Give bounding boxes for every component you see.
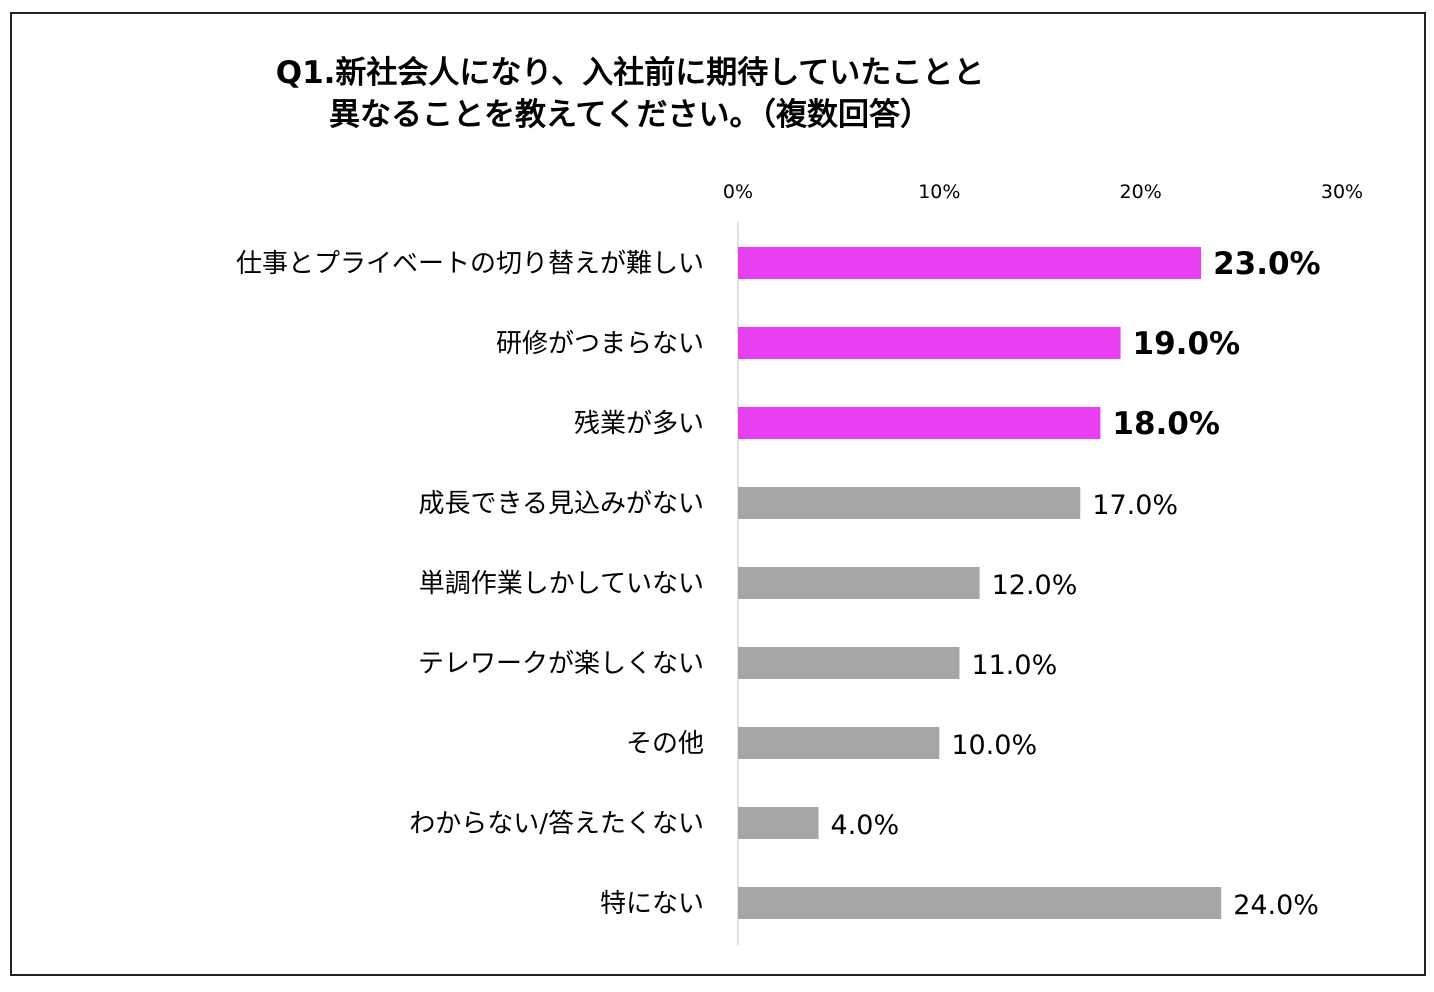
chart-frame <box>10 12 1426 976</box>
category-label: 仕事とプライベートの切り替えが難しい <box>236 249 704 279</box>
x-tick-label: 0% <box>723 181 753 203</box>
bar <box>738 487 1081 519</box>
category-label: わからない/答えたくない <box>409 809 704 839</box>
category-label: 単調作業しかしていない <box>419 569 704 599</box>
x-tick-label: 10% <box>918 181 960 203</box>
bar <box>738 887 1222 919</box>
x-tick-label: 30% <box>1321 181 1363 203</box>
chart-title-line-2: 異なることを教えてください。（複数回答） <box>328 97 932 133</box>
category-label: 成長できる見込みがない <box>419 489 704 519</box>
chart-title-line-1: Q1.新社会人になり、入社前に期待していたことと <box>275 55 985 91</box>
value-label: 18.0% <box>1112 406 1220 442</box>
category-label: 残業が多い <box>574 409 704 439</box>
bar <box>738 647 960 679</box>
category-label: テレワークが楽しくない <box>418 649 704 679</box>
x-tick-label: 20% <box>1120 181 1162 203</box>
value-label: 17.0% <box>1092 490 1178 521</box>
category-label: 研修がつまらない <box>496 329 704 359</box>
value-label: 10.0% <box>951 730 1037 761</box>
value-label: 23.0% <box>1213 246 1321 282</box>
value-label: 4.0% <box>831 810 900 841</box>
bar <box>738 727 940 759</box>
chart-title: Q1.新社会人になり、入社前に期待していたことと 異なることを教えてください。（… <box>0 52 1260 136</box>
bar <box>738 567 980 599</box>
value-label: 24.0% <box>1233 890 1319 921</box>
bar <box>738 807 819 839</box>
bar <box>738 247 1202 279</box>
category-label: その他 <box>626 729 704 759</box>
value-label: 12.0% <box>992 570 1078 601</box>
value-label: 19.0% <box>1133 326 1241 362</box>
bar <box>738 327 1121 359</box>
value-label: 11.0% <box>971 650 1057 681</box>
category-label: 特にない <box>600 889 704 919</box>
bar <box>738 407 1101 439</box>
